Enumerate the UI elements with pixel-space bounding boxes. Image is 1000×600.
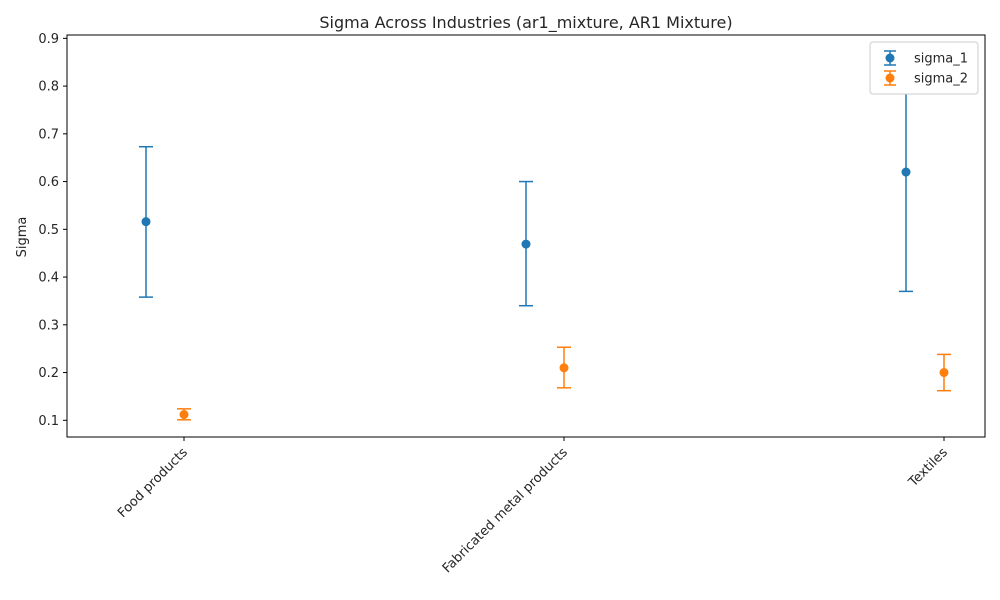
sigma_2-point [179,410,189,420]
sigma_2-point [559,363,569,373]
y-tick-label: 0.2 [38,366,59,381]
legend-label: sigma_1 [914,52,968,67]
y-tick-label: 0.5 [38,223,59,238]
legend-marker-point [885,53,895,63]
legend: sigma_1 sigma_2 [869,41,979,95]
axes-frame [66,34,986,438]
legend-marker-point [885,73,895,83]
chart-title: Sigma Across Industries (ar1_mixture, AR… [319,13,732,33]
sigma_2-point [939,368,949,378]
y-tick-label: 0.7 [38,127,59,142]
legend-label: sigma_2 [914,72,968,87]
y-tick-label: 0.3 [38,318,59,333]
y-tick-label: 0.8 [38,80,59,95]
y-tick-label: 0.9 [38,32,59,47]
y-tick-label: 0.1 [38,414,59,429]
sigma_1-point [141,217,151,227]
y-tick-label: 0.4 [38,271,59,286]
sigma_1-point [521,239,531,249]
sigma_1-point [901,167,911,177]
legend-frame [869,41,979,95]
y-axis-label: Sigma [15,217,30,258]
y-tick-label: 0.6 [38,175,59,190]
